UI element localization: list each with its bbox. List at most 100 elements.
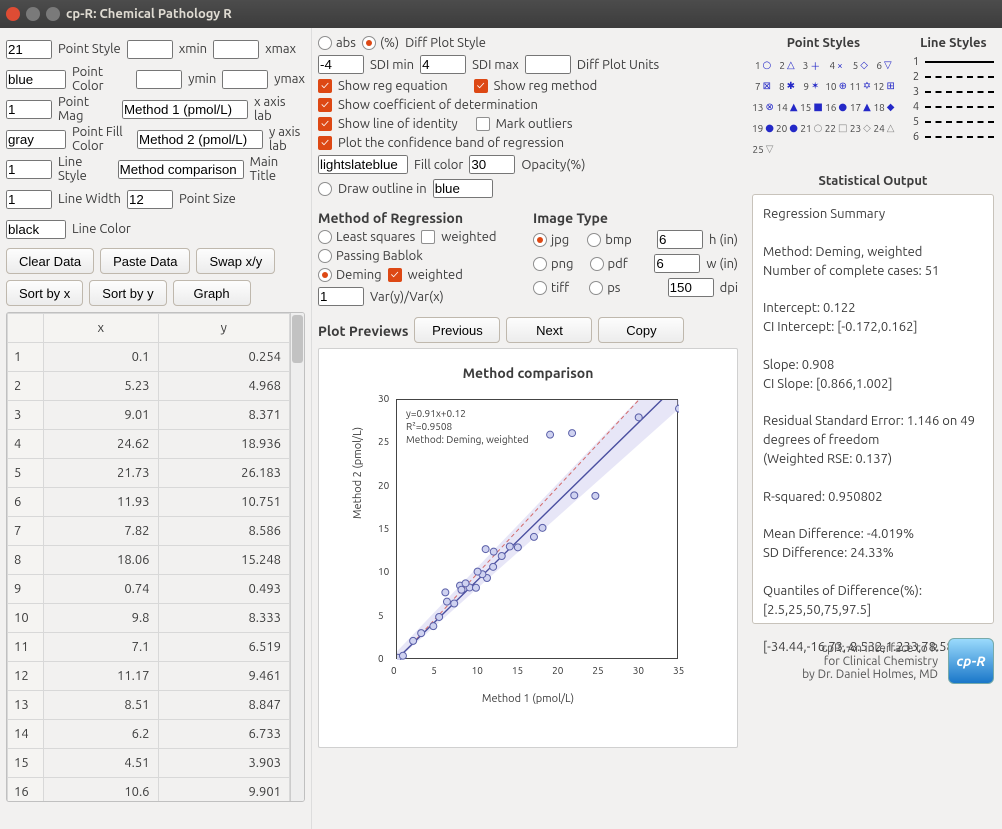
close-icon[interactable] [6,7,20,21]
sort-x-button[interactable]: Sort by x [6,280,83,306]
point-size-input[interactable] [127,190,173,209]
line-color-label: Line Color [72,222,131,236]
ymin-label: ymin [188,72,216,86]
deming-weighted-check[interactable] [388,268,402,282]
table-row[interactable]: 154.513.903 [8,749,290,778]
diff-plot-style-label: Diff Plot Style [405,36,486,50]
point-styles-title: Point Styles [752,36,895,50]
varyx-input[interactable] [318,287,364,306]
col-y: y [158,314,289,343]
xmax-input[interactable] [213,40,259,59]
line-styles-title: Line Styles [913,36,994,50]
credit-line2: for Clinical Chemistry [802,655,938,668]
point-mag-label: Point Mag [58,95,116,123]
copy-button[interactable]: Copy [598,317,684,343]
bmp-radio[interactable]: bmp [587,233,631,247]
dpi-input[interactable] [668,278,714,297]
statistical-output: Regression Summary Method: Deming, weigh… [752,194,994,624]
chart-ylabel: Method 2 (pmol/L) [352,427,364,519]
pdf-radio[interactable]: pdf [590,257,628,271]
fill-color-input[interactable] [318,155,408,174]
table-scrollbar[interactable] [290,313,304,801]
table-row[interactable]: 818.0615.248 [8,546,290,575]
ls-weighted-check[interactable] [421,230,435,244]
diff-pct-radio[interactable]: (%) [362,36,399,50]
show-method-check[interactable] [474,79,488,93]
draw-outline-radio[interactable] [318,182,332,196]
height-input[interactable] [657,230,703,249]
table-row[interactable]: 1211.179.461 [8,662,290,691]
main-title-lab: Main Title [250,155,305,183]
sort-y-button[interactable]: Sort by y [89,280,166,306]
ymax-input[interactable] [222,70,268,89]
opacity-input[interactable] [469,155,515,174]
clear-data-button[interactable]: Clear Data [6,248,94,274]
tiff-radio[interactable]: tiff [533,281,569,295]
table-row[interactable]: 10.10.254 [8,343,290,372]
minimize-icon[interactable] [26,7,40,21]
data-table[interactable]: xy 10.10.25425.234.96839.018.371424.6218… [7,313,290,801]
stat-output-title: Statistical Output [752,174,994,188]
conf-band-check[interactable] [318,136,332,150]
jpg-radio[interactable]: jpg [533,233,569,247]
table-row[interactable]: 521.7326.183 [8,459,290,488]
table-row[interactable]: 146.26.733 [8,720,290,749]
main-title-input[interactable] [118,160,244,179]
table-row[interactable]: 117.16.519 [8,633,290,662]
point-style-label: Point Style [58,42,121,56]
line-style-input[interactable] [6,160,52,179]
line-width-label: Line Width [58,192,121,206]
table-row[interactable]: 424.6218.936 [8,430,290,459]
table-row[interactable]: 611.9310.751 [8,488,290,517]
x-axis-lab: x axis lab [254,95,305,123]
xmax-label: xmax [265,42,296,56]
passing-bablok-radio[interactable]: Passing Bablok [318,249,423,263]
deming-radio[interactable]: Deming [318,268,382,282]
line-color-input[interactable] [6,220,66,239]
graph-button[interactable]: Graph [173,280,251,306]
previous-button[interactable]: Previous [414,317,500,343]
table-row[interactable]: 90.740.493 [8,575,290,604]
point-style-input[interactable] [6,40,52,59]
png-radio[interactable]: png [533,257,574,271]
sdi-max-input[interactable] [420,55,466,74]
line-width-input[interactable] [6,190,52,209]
outline-color-input[interactable] [433,179,493,198]
table-row[interactable]: 39.018.371 [8,401,290,430]
show-identity-check[interactable] [318,117,332,131]
paste-data-button[interactable]: Paste Data [100,248,190,274]
maximize-icon[interactable] [46,7,60,21]
swap-xy-button[interactable]: Swap x/y [196,248,275,274]
mark-outliers-check[interactable] [476,117,490,131]
table-row[interactable]: 25.234.968 [8,372,290,401]
table-row[interactable]: 1610.69.901 [8,778,290,802]
xmin-label: xmin [179,42,207,56]
chart-title: Method comparison [329,365,727,381]
point-size-label: Point Size [179,192,236,206]
table-row[interactable]: 109.88.333 [8,604,290,633]
show-r2-check[interactable] [318,98,332,112]
diff-units-input[interactable] [525,55,571,74]
xmin-input[interactable] [127,40,173,59]
show-eq-check[interactable] [318,79,332,93]
ps-radio[interactable]: ps [589,281,620,295]
window-titlebar: cp-R: Chemical Pathology R [0,0,1002,28]
ymin-input[interactable] [136,70,182,89]
sdi-min-input[interactable] [318,55,364,74]
point-styles-legend: 1○2△3＋4×5◇6▽7⊠8✱9✶10⊕11✡12⊞13⊗14▲15■16●1… [752,56,895,158]
point-fill-input[interactable] [6,130,66,149]
point-fill-label: Point Fill Color [72,125,131,153]
point-color-input[interactable] [6,70,66,89]
table-row[interactable]: 138.518.847 [8,691,290,720]
image-type-title: Image Type [533,210,738,226]
window-title: cp-R: Chemical Pathology R [66,7,232,21]
diff-abs-radio[interactable]: abs [318,36,356,50]
least-squares-radio[interactable]: Least squares [318,230,415,244]
table-row[interactable]: 77.828.586 [8,517,290,546]
line-style-label: Line Style [58,155,112,183]
next-button[interactable]: Next [506,317,592,343]
point-mag-input[interactable] [6,100,52,119]
x-axis-label-input[interactable] [122,100,248,119]
y-axis-label-input[interactable] [137,130,263,149]
width-input[interactable] [654,254,700,273]
